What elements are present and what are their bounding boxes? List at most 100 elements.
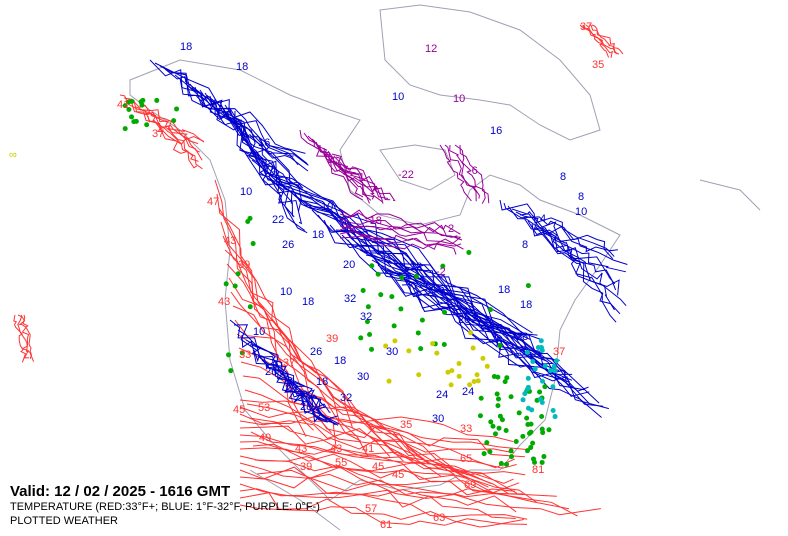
warm-contour [588, 24, 620, 55]
frigid-contour [439, 144, 472, 202]
contour-label: 33 [239, 349, 251, 361]
contour-label: 39 [300, 461, 312, 473]
contour-label: 14 [264, 165, 276, 177]
weather-symbol [502, 379, 508, 385]
weather-symbol [440, 263, 446, 269]
warm-contour [17, 314, 30, 359]
weather-symbol [358, 335, 364, 341]
weather-symbol [365, 304, 371, 310]
contour-label: 41 [117, 99, 129, 111]
weather-symbol [516, 410, 522, 416]
contour-label: 33 [460, 423, 472, 435]
contour-label: 8 [522, 239, 528, 251]
warm-contour [239, 488, 528, 520]
weather-symbol [525, 384, 531, 390]
contour-label: 10 [453, 93, 465, 105]
cold-contour [265, 364, 331, 414]
contour-label: 32 [360, 311, 372, 323]
weather-symbol [535, 345, 541, 351]
contour-label: 53 [258, 402, 270, 414]
weather-symbol [171, 118, 177, 124]
weather-symbol [398, 306, 404, 312]
weather-symbol [530, 440, 536, 446]
contour-label: 18 [236, 61, 248, 73]
cold-contour [365, 254, 590, 404]
weather-symbol [419, 317, 425, 323]
weather-symbol [539, 378, 545, 384]
weather-symbol [508, 448, 514, 454]
contour-label: 69 [464, 479, 476, 491]
weather-symbol [528, 421, 534, 427]
frigid-contour [303, 132, 364, 198]
cold-contour [237, 329, 327, 420]
frigid-contour [335, 156, 396, 202]
cold-contour [234, 110, 306, 231]
weather-symbol [250, 241, 256, 247]
contour-label: -22 [398, 169, 414, 181]
warm-contour [239, 434, 517, 469]
warm-contour [232, 305, 425, 460]
contour-label: 16 [258, 137, 270, 149]
weather-symbol [504, 461, 510, 467]
weather-symbol [133, 118, 139, 124]
weather-symbol [550, 384, 556, 390]
map-legend: Valid: 12 / 02 / 2025 - 1616 GMT TEMPERA… [10, 484, 320, 528]
weather-symbol [538, 338, 544, 344]
weather-symbol [369, 346, 375, 352]
weather-symbol [392, 338, 398, 344]
warm-contour [239, 441, 526, 476]
weather-symbol [513, 438, 519, 444]
warm-contour [239, 476, 517, 513]
weather-symbol [524, 349, 530, 355]
weather-symbol [541, 454, 547, 460]
warm-contour [246, 403, 518, 494]
weather-symbol [126, 99, 132, 105]
contour-label: -18 [366, 215, 382, 227]
weather-symbol [386, 378, 392, 384]
weather-symbol [364, 319, 370, 325]
frigid-contour [339, 230, 462, 250]
warm-contour [585, 24, 618, 55]
contour-label: 45 [372, 461, 384, 473]
warm-contour [254, 459, 578, 517]
weather-symbol [494, 391, 500, 397]
weather-symbol [553, 358, 559, 364]
weather-symbol [375, 271, 381, 277]
contour-label: 8 [578, 191, 584, 203]
warm-contour [239, 504, 528, 526]
weather-symbol [445, 369, 451, 375]
weather-symbol [508, 394, 514, 400]
warm-contour [239, 413, 525, 458]
weather-symbol [369, 263, 375, 269]
contour-label: 37 [580, 21, 592, 33]
weather-symbol [126, 107, 132, 113]
contour-label: 28 [300, 401, 312, 413]
contour-label: 12 [425, 43, 437, 55]
contour-label: 20 [458, 314, 470, 326]
contour-label: 18 [520, 299, 532, 311]
contour-label: 26 [310, 346, 322, 358]
contour-label: 57 [365, 503, 377, 515]
contour-label: 18 [302, 296, 314, 308]
weather-symbol [245, 219, 251, 225]
contour-label: 10 [392, 91, 404, 103]
frigid-contour [299, 129, 363, 201]
cold-contour [543, 232, 617, 323]
contour-label: 22 [272, 214, 284, 226]
weather-symbol [492, 431, 498, 437]
contour-label: 30 [357, 371, 369, 383]
weather-symbol [430, 341, 436, 347]
contour-label: 35 [592, 59, 604, 71]
contour-label: 49 [259, 432, 271, 444]
plotted-weather-symbols [122, 97, 559, 467]
cold-contour [531, 223, 627, 307]
warm-contour [239, 425, 515, 469]
weather-symbol [522, 391, 528, 397]
weather-symbol [537, 389, 543, 395]
weather-symbol [442, 309, 448, 315]
warm-contour [239, 466, 524, 498]
weather-symbol [441, 342, 447, 348]
warm-contour [591, 24, 624, 55]
weather-symbol [466, 249, 472, 255]
weather-symbol [367, 332, 373, 338]
